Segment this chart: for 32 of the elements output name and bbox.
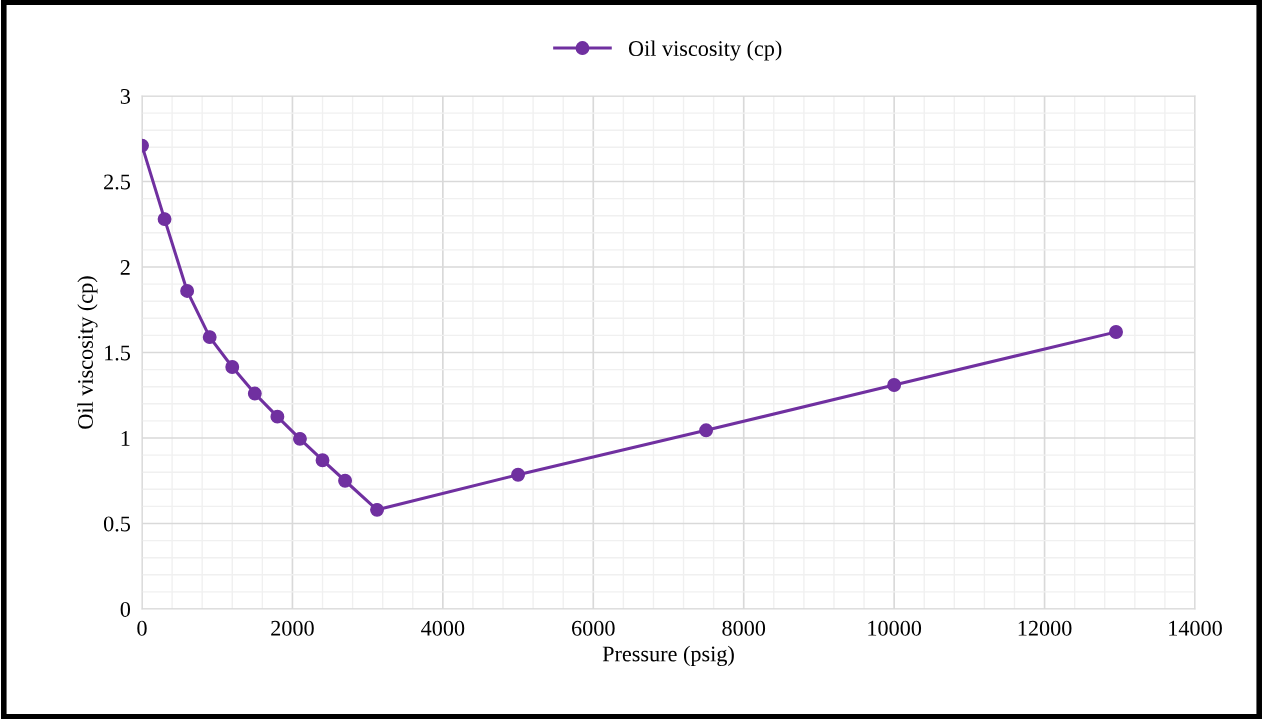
y-tick-label: 1	[121, 431, 130, 446]
point	[699, 423, 714, 438]
x-tick-label: 2000	[271, 620, 314, 636]
point	[370, 502, 384, 517]
point	[202, 330, 217, 345]
point	[180, 283, 195, 298]
y-tick-label: 3	[120, 88, 131, 104]
x-tick-label: 0	[137, 620, 147, 636]
point	[511, 467, 526, 482]
y-tick-label: 0	[120, 601, 131, 617]
point	[315, 453, 330, 468]
y-tick-label: 2	[120, 259, 130, 275]
y-axis-title: Oil viscosity (cp)	[77, 276, 98, 429]
point	[338, 473, 353, 488]
point	[293, 431, 307, 446]
y-tick-label: 1.5	[105, 345, 131, 361]
point	[247, 386, 262, 401]
x-tick-label: 10000	[868, 620, 922, 636]
x-tick-label: 12000	[1018, 620, 1072, 636]
x-tick-label: 4000	[421, 620, 465, 636]
point	[225, 360, 240, 374]
y-tick-label: 2.5	[104, 174, 131, 190]
x-tick-label: 6000	[572, 620, 615, 636]
x-tick-label: 8000	[722, 620, 766, 636]
point	[270, 409, 285, 424]
x-axis-title: Pressure (psig)	[602, 645, 734, 667]
point	[887, 378, 902, 392]
y-tick-label: 0.5	[103, 516, 131, 532]
point	[1109, 325, 1123, 339]
point	[157, 212, 172, 227]
x-tick-label: 14000	[1169, 620, 1222, 636]
legend-label: Oil viscosity (cp)	[628, 40, 782, 61]
